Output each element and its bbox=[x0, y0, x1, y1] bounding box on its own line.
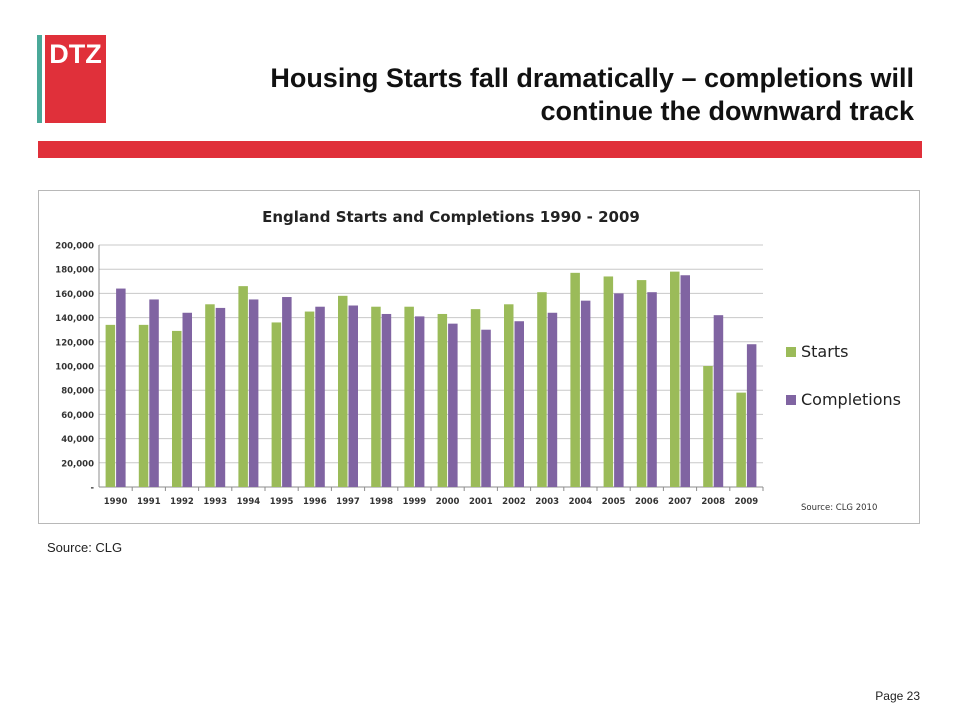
bar-completions bbox=[713, 315, 724, 487]
bar-starts bbox=[437, 313, 448, 487]
x-tick-label: 1995 bbox=[270, 497, 294, 507]
logo-accent-strip bbox=[37, 35, 42, 123]
x-tick-label: 2007 bbox=[668, 497, 692, 507]
bar-chart: England Starts and Completions 1990 - 20… bbox=[55, 208, 901, 513]
bar-starts bbox=[138, 324, 149, 487]
bar-starts bbox=[670, 271, 680, 487]
bar-starts bbox=[470, 309, 481, 487]
legend-swatch-starts bbox=[786, 347, 796, 357]
x-tick-label: 1999 bbox=[403, 497, 427, 507]
y-tick-label: 120,000 bbox=[55, 338, 94, 348]
bar-completions bbox=[348, 305, 358, 487]
bar-starts bbox=[205, 304, 215, 487]
page-number: Page 23 bbox=[875, 689, 920, 703]
bar-starts bbox=[271, 322, 282, 487]
bar-starts bbox=[238, 286, 248, 487]
bar-completions bbox=[481, 329, 491, 487]
slide-source-note: Source: CLG bbox=[47, 540, 123, 555]
bar-completions bbox=[315, 306, 325, 487]
bar-starts bbox=[703, 366, 713, 487]
x-tick-label: 1996 bbox=[303, 497, 327, 507]
y-tick-label: 40,000 bbox=[61, 435, 94, 445]
bar-completions bbox=[116, 288, 126, 487]
bar-completions bbox=[381, 313, 392, 487]
chart-title: England Starts and Completions 1990 - 20… bbox=[262, 208, 640, 226]
y-tick-label: 60,000 bbox=[61, 411, 94, 421]
y-tick-label: - bbox=[90, 484, 94, 494]
y-tick-label: 140,000 bbox=[55, 314, 94, 324]
bar-completions bbox=[647, 292, 657, 487]
y-tick-label: 160,000 bbox=[55, 290, 94, 300]
bar-completions bbox=[448, 323, 458, 487]
bar-completions bbox=[547, 312, 558, 487]
bar-completions bbox=[514, 321, 524, 487]
bar-completions bbox=[182, 312, 192, 487]
bar-starts bbox=[504, 304, 514, 487]
bar-starts bbox=[371, 306, 381, 487]
x-tick-label: 2005 bbox=[602, 497, 626, 507]
bar-starts bbox=[404, 306, 414, 487]
bar-completions bbox=[414, 316, 425, 487]
bar-starts bbox=[105, 324, 116, 487]
slide-title-line-2: continue the downward track bbox=[540, 96, 914, 126]
x-tick-label: 1992 bbox=[170, 497, 194, 507]
x-tick-label: 1991 bbox=[137, 497, 161, 507]
y-tick-label: 180,000 bbox=[55, 266, 94, 276]
bar-completions bbox=[215, 307, 226, 487]
x-tick-label: 1990 bbox=[104, 497, 128, 507]
legend-swatch-completions bbox=[786, 395, 796, 405]
x-tick-label: 1997 bbox=[336, 497, 360, 507]
bar-starts bbox=[603, 276, 614, 487]
y-tick-label: 100,000 bbox=[55, 363, 94, 373]
y-tick-label: 80,000 bbox=[61, 387, 94, 397]
x-tick-label: 2004 bbox=[569, 497, 593, 507]
bar-completions bbox=[680, 275, 690, 487]
bar-starts bbox=[736, 392, 746, 487]
bar-completions bbox=[614, 293, 624, 487]
title-underline-bar bbox=[38, 141, 922, 158]
bar-starts bbox=[537, 292, 547, 487]
x-tick-label: 2002 bbox=[502, 497, 526, 507]
x-tick-label: 1998 bbox=[369, 497, 393, 507]
x-tick-label: 2006 bbox=[635, 497, 659, 507]
slide-title: Housing Starts fall dramatically – compl… bbox=[114, 62, 914, 128]
bar-starts bbox=[570, 272, 580, 487]
x-tick-label: 1994 bbox=[237, 497, 261, 507]
bar-starts bbox=[338, 295, 348, 487]
legend-label-starts: Starts bbox=[801, 342, 848, 361]
chart-frame: England Starts and Completions 1990 - 20… bbox=[38, 190, 920, 524]
legend-label-completions: Completions bbox=[801, 390, 901, 409]
x-tick-label: 2008 bbox=[701, 497, 725, 507]
chart-source-annotation: Source: CLG 2010 bbox=[801, 503, 877, 513]
y-tick-label: 200,000 bbox=[55, 242, 94, 252]
x-tick-label: 2009 bbox=[735, 497, 759, 507]
bar-completions bbox=[149, 299, 159, 487]
x-tick-label: 2000 bbox=[436, 497, 460, 507]
bar-completions bbox=[580, 300, 591, 487]
bar-starts bbox=[172, 330, 182, 487]
slide-title-line-1: Housing Starts fall dramatically – compl… bbox=[270, 63, 914, 93]
bar-completions bbox=[248, 299, 259, 487]
bar-completions bbox=[746, 344, 757, 487]
bar-starts bbox=[304, 311, 315, 487]
y-tick-label: 20,000 bbox=[61, 459, 94, 469]
dtz-logo: DTZ bbox=[45, 35, 106, 123]
bar-completions bbox=[282, 297, 292, 487]
x-tick-label: 1993 bbox=[203, 497, 227, 507]
bar-starts bbox=[636, 280, 647, 487]
x-tick-label: 2003 bbox=[535, 497, 559, 507]
x-tick-label: 2001 bbox=[469, 497, 493, 507]
